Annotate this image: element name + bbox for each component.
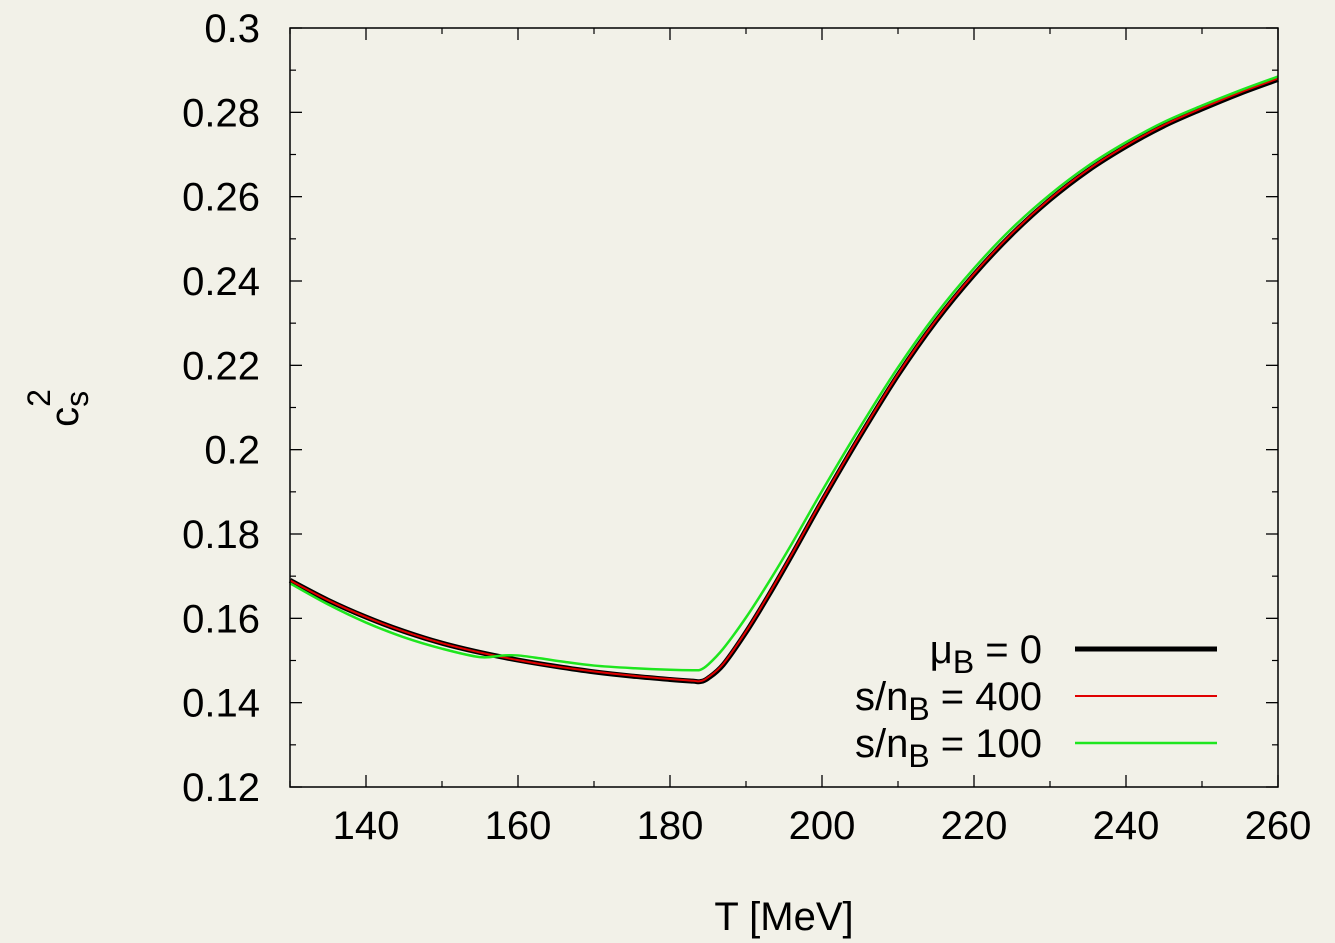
x-tick-label: 200 <box>789 804 856 848</box>
x-tick-label: 260 <box>1245 804 1312 848</box>
y-tick-label: 0.2 <box>204 429 260 473</box>
y-tick-label: 0.26 <box>182 176 260 220</box>
y-tick-label: 0.28 <box>182 91 260 135</box>
legend-entry-s-nb-400: s/nB = 400 <box>855 675 1217 727</box>
y-tick-label: 0.14 <box>182 682 260 726</box>
y-axis-label-main: c <box>43 407 87 427</box>
y-tick-label: 0.24 <box>182 260 260 304</box>
y-tick-label: 0.22 <box>182 344 260 388</box>
y-tick-labels: 0.12 0.14 0.16 0.18 0.2 0.22 0.24 0.26 0.28 0.3 <box>182 7 260 810</box>
x-tick-label: 220 <box>941 804 1008 848</box>
x-tick-label: 140 <box>333 804 400 848</box>
y-axis-label: cs2 <box>21 389 95 427</box>
y-tick-label: 0.3 <box>204 7 260 51</box>
axis-ticks <box>289 27 1279 788</box>
plot-frame <box>289 27 1279 788</box>
y-tick-label: 0.16 <box>182 597 260 641</box>
legend-label: s/nB = 400 <box>855 675 1042 727</box>
x-tick-labels: 140 160 180 200 220 240 260 <box>333 804 1312 848</box>
x-tick-label: 180 <box>637 804 704 848</box>
series-lines <box>288 75 1279 685</box>
series-line-s-nb-400 <box>289 77 1279 683</box>
y-axis-label-sub: s <box>59 391 95 407</box>
legend-label: μB = 0 <box>930 628 1042 680</box>
svg-text:cs2: cs2 <box>21 389 95 427</box>
legend-label: s/nB = 100 <box>855 722 1042 774</box>
legend-entry-s-nb-100: s/nB = 100 <box>855 722 1217 774</box>
x-tick-label: 240 <box>1093 804 1160 848</box>
x-axis-label: T [MeV] <box>714 895 853 939</box>
series-line-s-nb-100 <box>289 75 1279 672</box>
y-axis-label-sup: 2 <box>21 389 57 407</box>
legend-entry-mub-0: μB = 0 <box>930 628 1217 680</box>
y-tick-label: 0.18 <box>182 513 260 557</box>
y-tick-label: 0.12 <box>182 766 260 810</box>
x-tick-label: 160 <box>485 804 552 848</box>
